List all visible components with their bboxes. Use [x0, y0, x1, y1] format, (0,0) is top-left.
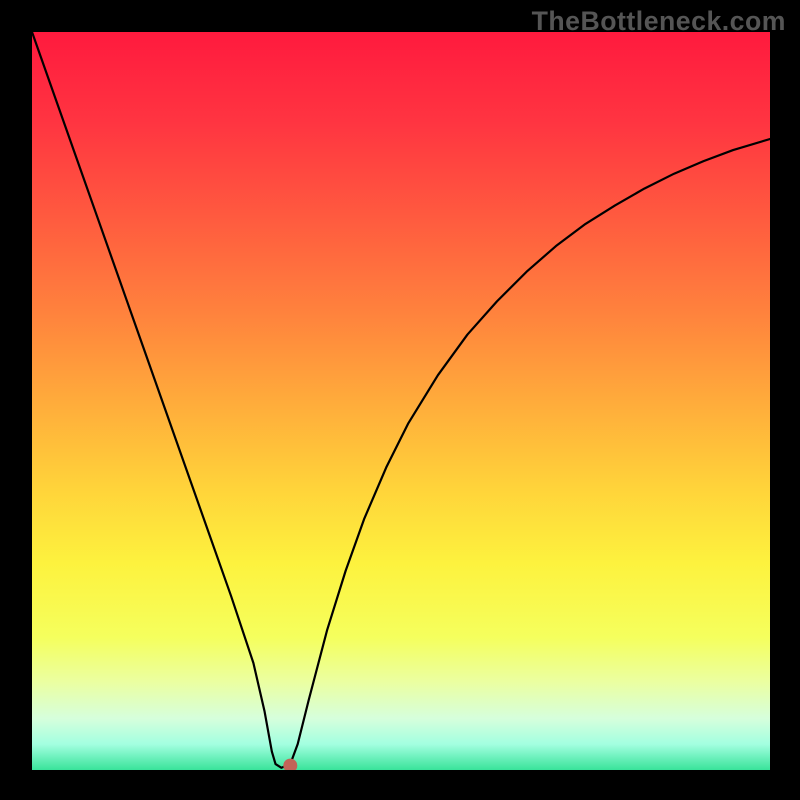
plot-area [32, 32, 770, 770]
chart-frame: TheBottleneck.com [0, 0, 800, 800]
gradient-background [32, 32, 770, 770]
chart-svg [32, 32, 770, 770]
